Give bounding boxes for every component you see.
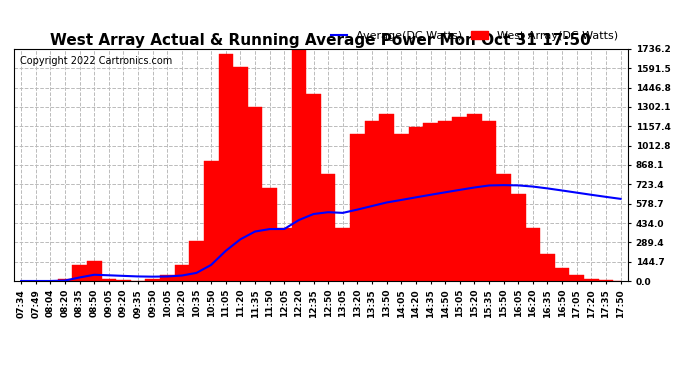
Legend: Average(DC Watts), West Array(DC Watts): Average(DC Watts), West Array(DC Watts) xyxy=(326,26,622,45)
Text: Copyright 2022 Cartronics.com: Copyright 2022 Cartronics.com xyxy=(20,56,172,66)
Title: West Array Actual & Running Average Power Mon Oct 31 17:50: West Array Actual & Running Average Powe… xyxy=(50,33,591,48)
